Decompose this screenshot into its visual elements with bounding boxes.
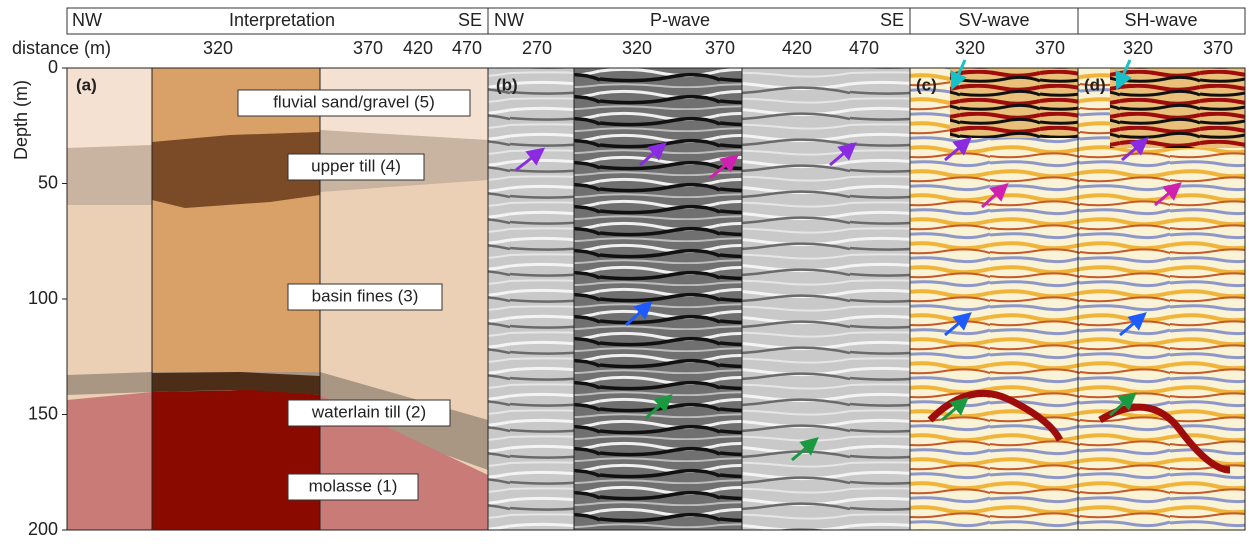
tick-label: 0 xyxy=(48,57,58,77)
interpretation-panel: fluvial sand/gravel (5) upper till (4) b… xyxy=(67,68,488,530)
header-left: NW xyxy=(494,10,524,30)
tick-label: 470 xyxy=(452,38,482,58)
tick-label: 320 xyxy=(955,38,985,58)
tick-label: 320 xyxy=(203,38,233,58)
figure: NW Interpretation SE NW P-wave SE SV-wav… xyxy=(0,0,1249,544)
page: {"header": {"interpretation": {"left": "… xyxy=(0,0,1249,544)
tick-label: 50 xyxy=(38,172,58,192)
tick-label: 370 xyxy=(353,38,383,58)
tick-label: 320 xyxy=(622,38,652,58)
header-right: SE xyxy=(880,10,904,30)
tick-label: 200 xyxy=(28,519,58,539)
tick-label: 420 xyxy=(403,38,433,58)
tick-label: 270 xyxy=(522,38,552,58)
tick-label: 100 xyxy=(28,288,58,308)
layer-label: fluvial sand/gravel (5) xyxy=(273,92,435,111)
tick-label: 370 xyxy=(1203,38,1233,58)
header-title: SH-wave xyxy=(1124,10,1197,30)
panel-label: (c) xyxy=(916,75,937,94)
layer-label: molasse (1) xyxy=(309,476,398,495)
header-right: SE xyxy=(458,10,482,30)
panel-label: (b) xyxy=(496,75,518,94)
panel-label: (a) xyxy=(76,75,97,94)
header-title: P-wave xyxy=(650,10,710,30)
tick-label: 150 xyxy=(28,403,58,423)
header-title: SV-wave xyxy=(958,10,1029,30)
tick-label: 320 xyxy=(1123,38,1153,58)
p-wave-panel xyxy=(488,68,910,530)
axis-label: Depth (m) xyxy=(11,80,31,160)
tick-label: 370 xyxy=(1035,38,1065,58)
axis-label: distance (m) xyxy=(12,38,111,58)
sv-wave-panel xyxy=(910,68,1078,530)
sh-wave-panel xyxy=(1078,68,1245,530)
depth-axis: 0 50 100 150 200 xyxy=(28,57,67,539)
layer-label: basin fines (3) xyxy=(312,286,419,305)
panel-label: (d) xyxy=(1084,75,1106,94)
layer-label: upper till (4) xyxy=(311,156,401,175)
layer-label: waterlain till (2) xyxy=(311,402,426,421)
tick-label: 370 xyxy=(705,38,735,58)
header-title: Interpretation xyxy=(229,10,335,30)
tick-label: 470 xyxy=(849,38,879,58)
header-left: NW xyxy=(72,10,102,30)
tick-label: 420 xyxy=(782,38,812,58)
